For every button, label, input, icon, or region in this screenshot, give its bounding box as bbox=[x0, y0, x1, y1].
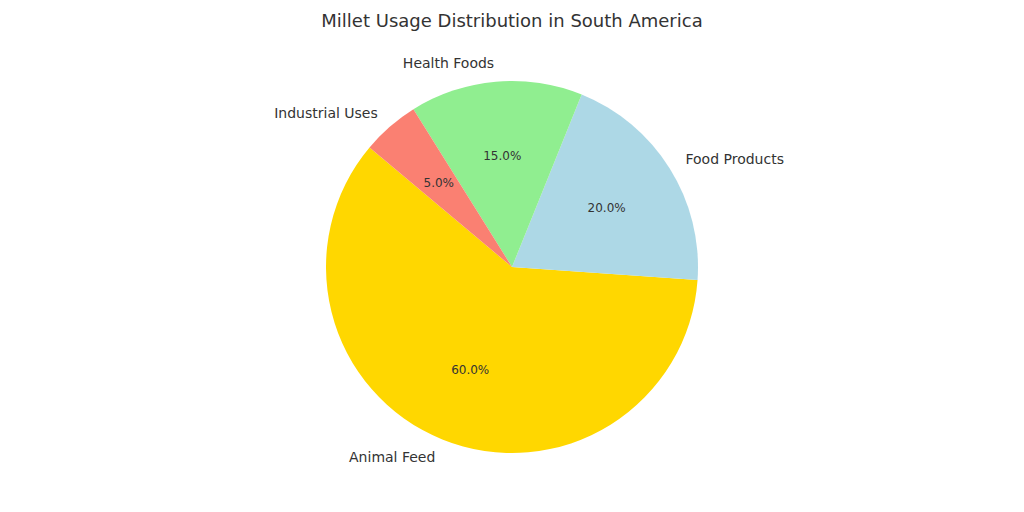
data-label: 20.0% bbox=[588, 201, 626, 215]
slice-label: Food Products bbox=[686, 151, 784, 167]
slice-label: Animal Feed bbox=[349, 449, 435, 465]
data-label: 5.0% bbox=[424, 176, 455, 190]
slices bbox=[326, 81, 698, 453]
data-label: 60.0% bbox=[451, 363, 489, 377]
background bbox=[0, 0, 1024, 512]
chart: Millet Usage Distribution in South Ameri… bbox=[0, 0, 1024, 512]
slice-label: Health Foods bbox=[403, 55, 494, 71]
title: Millet Usage Distribution in South Ameri… bbox=[321, 10, 702, 31]
labels: Animal Feed 60.0% Food Products 20.0% Health… bbox=[274, 55, 784, 465]
slice bbox=[370, 109, 512, 267]
slice-label: Industrial Uses bbox=[274, 105, 378, 121]
data-label: 15.0% bbox=[483, 149, 521, 163]
